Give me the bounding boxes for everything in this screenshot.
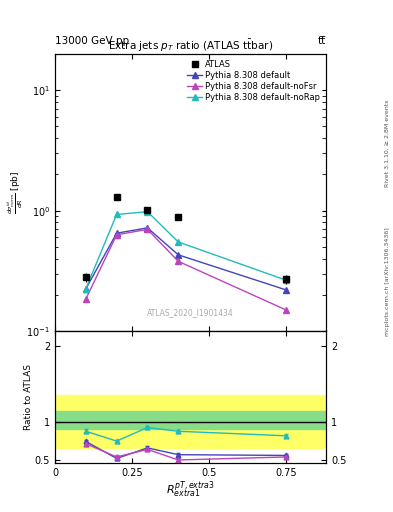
- Pythia 8.308 default-noRap: [83, 286, 88, 292]
- Text: tt̅: tt̅: [318, 36, 326, 46]
- Pythia 8.308 default-noRap: [145, 208, 150, 215]
- Line: Pythia 8.308 default-noFsr: Pythia 8.308 default-noFsr: [83, 226, 289, 313]
- Y-axis label: Ratio to ATLAS: Ratio to ATLAS: [24, 365, 33, 430]
- Text: mcplots.cern.ch [arXiv:1306.3436]: mcplots.cern.ch [arXiv:1306.3436]: [385, 227, 389, 336]
- Line: Pythia 8.308 default: Pythia 8.308 default: [83, 225, 289, 293]
- Pythia 8.308 default-noRap: [284, 277, 288, 283]
- Line: Pythia 8.308 default-noRap: Pythia 8.308 default-noRap: [83, 209, 289, 291]
- Pythia 8.308 default-noFsr: [145, 226, 150, 232]
- Pythia 8.308 default: [114, 230, 119, 236]
- Bar: [55, 411, 326, 430]
- Y-axis label: $\frac{d\sigma^{id}_{norm}}{dR}$ [pb]: $\frac{d\sigma^{id}_{norm}}{dR}$ [pb]: [6, 171, 25, 214]
- Pythia 8.308 default: [145, 225, 150, 231]
- Title: Extra jets $p_T$ ratio (ATLAS t$\bar{\rm t}$bar): Extra jets $p_T$ ratio (ATLAS t$\bar{\rm…: [108, 37, 273, 54]
- Text: ATLAS_2020_I1901434: ATLAS_2020_I1901434: [147, 308, 234, 317]
- Pythia 8.308 default: [83, 286, 88, 292]
- Pythia 8.308 default-noFsr: [83, 296, 88, 302]
- Pythia 8.308 default: [176, 252, 181, 258]
- Pythia 8.308 default-noFsr: [176, 258, 181, 264]
- Pythia 8.308 default-noRap: [114, 211, 119, 218]
- Pythia 8.308 default-noFsr: [284, 307, 288, 313]
- Bar: [55, 395, 326, 449]
- Text: 13000 GeV pp: 13000 GeV pp: [55, 36, 129, 46]
- Pythia 8.308 default-noRap: [176, 239, 181, 245]
- Pythia 8.308 default: [284, 287, 288, 293]
- Pythia 8.308 default-noFsr: [114, 232, 119, 238]
- Legend: ATLAS, Pythia 8.308 default, Pythia 8.308 default-noFsr, Pythia 8.308 default-no: ATLAS, Pythia 8.308 default, Pythia 8.30…: [185, 58, 322, 103]
- Text: Rivet 3.1.10, ≥ 2.8M events: Rivet 3.1.10, ≥ 2.8M events: [385, 100, 389, 187]
- X-axis label: $R^{pT,extra3}_{extra1}$: $R^{pT,extra3}_{extra1}$: [166, 480, 215, 500]
